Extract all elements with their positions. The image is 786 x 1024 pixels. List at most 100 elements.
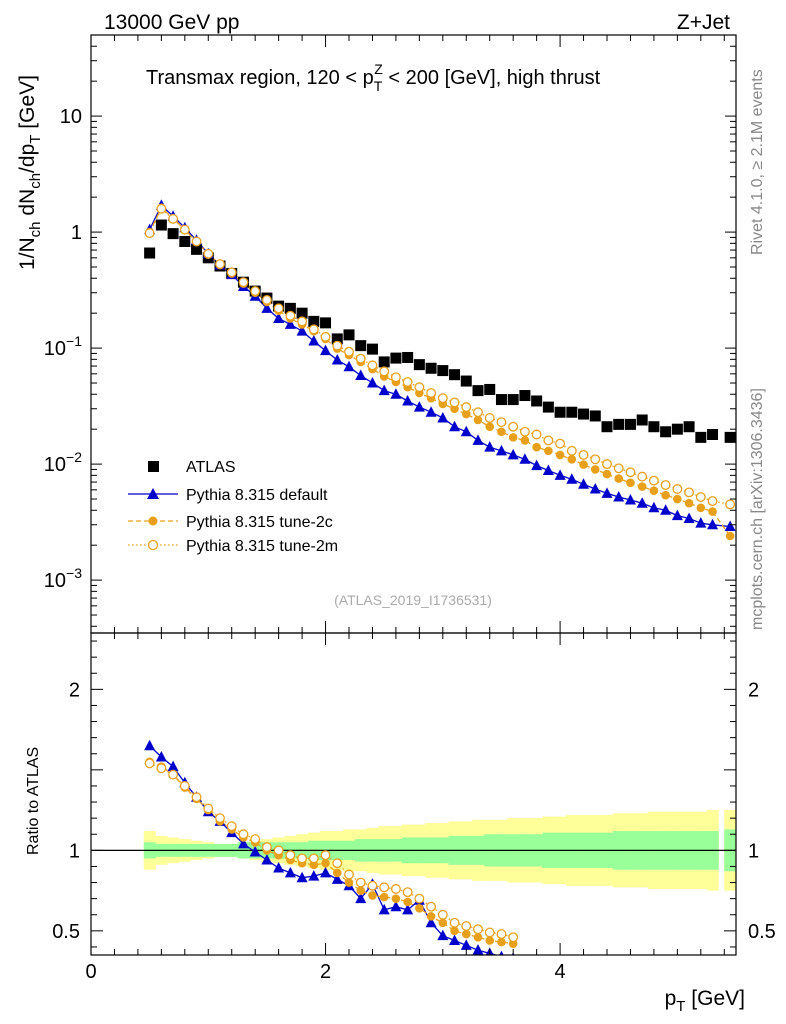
ratio-tune2c-point (450, 926, 459, 936)
tune2m-point (484, 412, 495, 423)
atlas-point (707, 428, 719, 440)
y-tick-label: 10−2 (44, 449, 82, 476)
ratio-y-tick-label: 2 (69, 679, 80, 701)
atlas-point (613, 418, 625, 430)
ratio-tune2m-point (344, 869, 354, 880)
ratio-tune2m-point (203, 803, 214, 814)
atlas-point (531, 395, 543, 407)
y-tick-label: 1 (71, 222, 82, 244)
tune2c-point (508, 433, 518, 442)
ratio-tune2m-point (437, 909, 448, 920)
default-point (554, 469, 566, 480)
ratio-y-tick-label-right: 1 (748, 840, 759, 862)
tune2c-point (555, 450, 565, 460)
default-point (449, 420, 461, 432)
tune2m-point (203, 248, 214, 259)
ratio-tune2c-point (368, 891, 377, 900)
legend-label-atlas: ATLAS (186, 459, 236, 476)
atlas-point (660, 426, 672, 438)
tune2c-point (485, 422, 495, 432)
atlas-point (683, 421, 695, 433)
atlas-point (331, 333, 343, 345)
ratio-tune2c-point (391, 894, 401, 903)
default-point (695, 517, 707, 528)
atlas-point (695, 431, 707, 443)
atlas-point (589, 410, 601, 422)
atlas-point (437, 365, 449, 377)
ratio-default-point (167, 760, 179, 772)
ratio-tune2m-point (508, 932, 519, 943)
ratio-tune2c-point (379, 892, 389, 902)
default-point (320, 344, 332, 356)
legend-label-tune2m: Pythia 8.315 tune-2m (186, 538, 338, 555)
tune2c-point (684, 498, 694, 508)
atlas-point (449, 369, 461, 381)
default-point (648, 501, 660, 513)
atlas-point (366, 343, 378, 355)
ratio-default-point (425, 916, 437, 928)
atlas-point (648, 421, 660, 433)
tune2m-point (402, 377, 413, 387)
atlas-point (460, 375, 472, 387)
legend-label-default: Pythia 8.315 default (186, 487, 328, 504)
default-point (531, 459, 543, 471)
atlas-point (554, 406, 566, 418)
ratio-default-point (144, 739, 156, 751)
atlas-point (519, 390, 531, 402)
default-point (460, 425, 472, 437)
default-point (402, 394, 414, 406)
ratio-tune2m-point (390, 884, 401, 894)
atlas-point (378, 356, 390, 368)
atlas-point (578, 408, 590, 420)
tune2m-point (238, 277, 249, 288)
tune2m-point (179, 224, 190, 235)
ratio-tune2m-point (238, 829, 249, 840)
energy-label: 13000 GeV pp (104, 11, 239, 34)
ratio-tune2m-point (168, 769, 179, 780)
atlas-point (144, 247, 156, 259)
ratio-default-point (499, 950, 504, 955)
ratio-tune2c-point (332, 868, 342, 878)
tune2m-point (320, 331, 331, 342)
legend: ATLAS Pythia 8.315 default Pythia 8.315 … (128, 459, 338, 555)
ratio-tune2m-point (414, 893, 425, 904)
tune2m-point (414, 382, 425, 393)
tune2m-point (297, 316, 308, 327)
atlas-point (402, 351, 414, 363)
default-point (671, 509, 683, 521)
ratio-default-point (390, 900, 402, 912)
tune2m-point (648, 475, 659, 486)
ratio-default-point (355, 892, 367, 904)
ratio-tune2m-point (473, 924, 483, 935)
tune2m-point (555, 438, 566, 449)
ratio-tune2m-point (355, 877, 366, 888)
default-point (366, 377, 378, 388)
tune2m-point (308, 324, 319, 335)
tune2m-point (250, 286, 261, 297)
x-tick-label: 4 (555, 961, 566, 983)
ratio-default-point (308, 870, 320, 881)
title-subscript: T (374, 78, 383, 94)
tune2m-point (379, 366, 390, 377)
tune2m-point (473, 407, 483, 418)
ratio-default-point (460, 939, 472, 950)
atlas-point (507, 394, 519, 406)
legend-marker-tune2c (148, 516, 158, 526)
main-panel: 10 1 10−1 10−2 10−3 Transmax region, 120 < p… (16, 34, 737, 634)
tune2m-point (367, 360, 378, 371)
atlas-point (179, 235, 191, 247)
default-point (437, 411, 449, 423)
default-point (578, 478, 590, 489)
default-point (273, 312, 285, 323)
x-axis-label: pT [GeV] (665, 987, 745, 1015)
default-point (484, 441, 496, 452)
tune2m-point (660, 480, 671, 490)
default-point (707, 518, 719, 530)
atlas-point (155, 219, 167, 231)
process-label: Z+Jet (677, 11, 730, 34)
ratio-tune2m-point (367, 880, 378, 891)
mcplots-label: mcplots.cern.ch [arXiv:1306.3436] (749, 388, 766, 630)
default-point (425, 406, 437, 417)
ratio-tune2m-point (402, 887, 413, 898)
